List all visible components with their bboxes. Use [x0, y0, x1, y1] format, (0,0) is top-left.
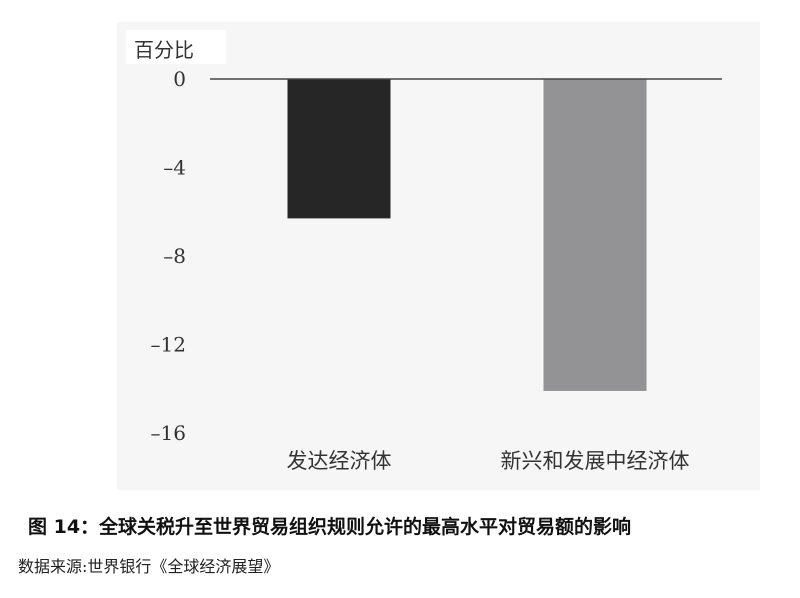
y-tick-label: 0 [173, 67, 186, 91]
y-tick-label: –12 [151, 333, 186, 357]
x-tick-label: 发达经济体 [287, 449, 392, 473]
bar [287, 79, 391, 219]
y-axis-label: 百分比 [126, 30, 226, 64]
y-tick-label: –16 [151, 421, 186, 445]
plot-area [117, 22, 760, 490]
figure-caption: 图 14：全球关税升至世界贸易组织规则允许的最高水平对贸易额的影响 [28, 516, 632, 538]
bar [543, 79, 647, 391]
y-tick-label: –4 [163, 156, 186, 180]
y-tick-label: –8 [163, 244, 186, 268]
data-source: 数据来源:世界银行《全球经济展望》 [18, 557, 280, 576]
x-tick-label: 新兴和发展中经济体 [501, 449, 690, 473]
